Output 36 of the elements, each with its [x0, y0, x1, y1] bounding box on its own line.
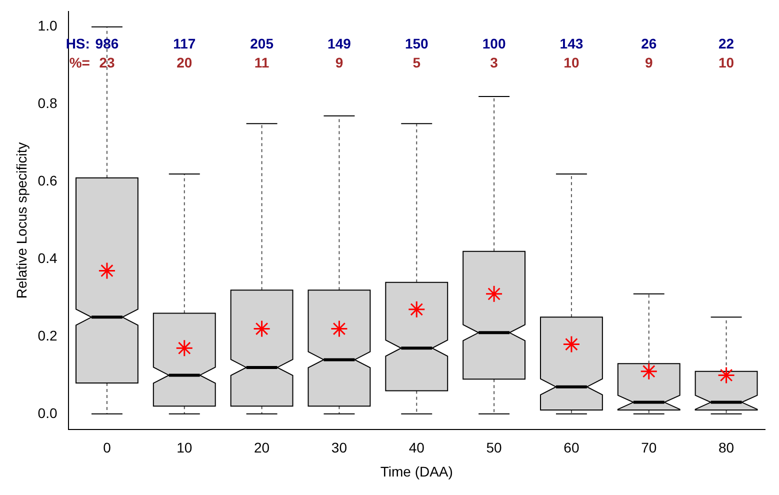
x-tick-label: 30 — [331, 440, 348, 456]
x-tick-label: 70 — [641, 440, 657, 456]
annotation: 9 — [335, 54, 344, 70]
y-tick-label: 0.8 — [38, 95, 58, 112]
annotation: 23 — [99, 54, 115, 70]
x-tick-label: 20 — [254, 440, 270, 456]
y-tick-label: 0.0 — [38, 404, 58, 421]
annotation: 5 — [412, 54, 421, 70]
annotation: 3 — [490, 54, 498, 70]
annotation: 143 — [560, 35, 584, 52]
annotation: 205 — [250, 35, 274, 52]
x-tick-label: 0 — [103, 440, 112, 456]
annotation: %= — [69, 54, 90, 70]
x-tick-label: 80 — [718, 440, 734, 456]
annotation: 10 — [564, 54, 580, 70]
x-tick-label: 60 — [564, 440, 580, 456]
annotation: 150 — [404, 35, 429, 52]
annotation: 117 — [173, 35, 196, 52]
y-tick-label: 1.0 — [38, 18, 58, 34]
y-tick-label: 0.2 — [38, 327, 58, 344]
annotation: 20 — [176, 54, 192, 70]
y-tick-label: 0.4 — [38, 250, 58, 266]
annotation: 986 — [95, 35, 119, 52]
x-axis-title: Time (DAA) — [380, 463, 453, 480]
annotation: 9 — [644, 54, 653, 70]
annotation: 10 — [718, 54, 734, 70]
annotation: 22 — [718, 35, 734, 52]
x-tick-label: 50 — [486, 440, 502, 456]
annotation: 100 — [482, 35, 506, 52]
annotation: 11 — [254, 54, 270, 70]
annotation: 26 — [641, 35, 657, 52]
x-tick-label: 40 — [408, 440, 425, 456]
y-tick-label: 0.6 — [38, 172, 58, 189]
y-axis-title: Relative Locus specificity — [13, 142, 30, 299]
x-tick-label: 10 — [176, 440, 192, 456]
annotation: 149 — [328, 35, 352, 52]
